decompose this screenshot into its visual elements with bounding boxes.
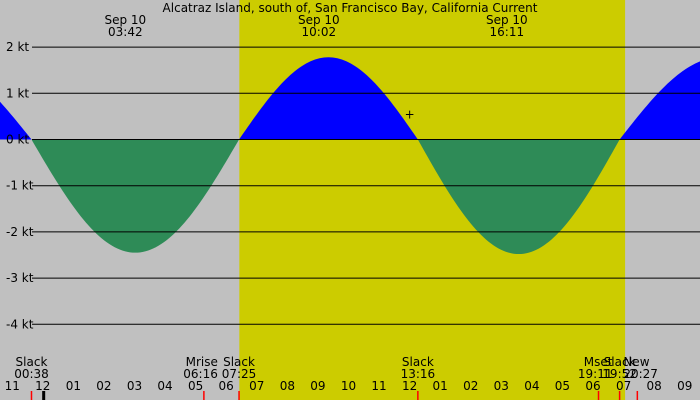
event-time-label: 13:16 [401,367,436,381]
y-tick-label: -2 kt [6,225,34,239]
event-label: Mrise [186,355,218,369]
y-axis: 2 kt 1 kt 0 kt -1 kt -2 kt -3 kt -4 kt [6,40,34,331]
x-hour-label: 01 [66,379,81,393]
x-hour-label: 04 [524,379,539,393]
event-time-label: 06:16 [183,367,218,381]
ebb-lobe-1 [31,139,240,253]
peak-time-label: 10:02 [302,25,337,39]
event-time-label: 00:38 [14,367,49,381]
flood-lobe-0 [0,101,32,140]
x-hour-label: 11 [371,379,386,393]
y-tick-label: -3 kt [6,271,34,285]
peak-time-label: 16:11 [490,25,525,39]
x-hour-label: 07 [616,379,631,393]
event-labels: Slack00:38Mrise06:16Slack07:25Slack13:16… [14,355,658,400]
event-time-label: 07:25 [222,367,257,381]
flood-lobe-2 [239,57,418,140]
midnight-marker [42,391,46,400]
flood-lobe-4 [619,61,700,140]
x-hour-label: 08 [280,379,295,393]
x-hour-label: 03 [127,379,142,393]
current-area-series [0,57,700,255]
event-label: New [623,355,649,369]
y-tick-label: 0 kt [6,132,29,146]
event-time-label: 20:27 [623,367,658,381]
y-tick-label: 2 kt [6,40,29,54]
x-hour-label: 02 [463,379,478,393]
x-hour-label: 01 [433,379,448,393]
event-time-label: 19:11 [578,367,613,381]
chart-title: Alcatraz Island, south of, San Francisco… [163,1,538,15]
x-hour-label: 05 [555,379,570,393]
x-hour-label: 12 [35,379,50,393]
y-tick-label: -1 kt [6,179,34,193]
event-label: Slack [16,355,48,369]
x-hour-label: 05 [188,379,203,393]
y-tick-label: -4 kt [6,317,34,331]
x-hour-label: 11 [5,379,20,393]
peak-date-label: Sep 10 [104,13,146,27]
x-hour-label: 06 [585,379,600,393]
current-position-marker: + [405,108,415,122]
event-time-label: 19:52 [602,367,637,381]
peak-date-label: Sep 10 [298,13,340,27]
x-hour-label: 09 [677,379,692,393]
y-tick-label: 1 kt [6,86,29,100]
x-hour-label: 04 [157,379,172,393]
event-label: Mset [584,355,613,369]
x-hour-label: 09 [310,379,325,393]
x-axis-hours: 11 12 01 02 03 04 05 06 07 08 09 10 11 12 01 02 03 04 05 06… [5,379,692,400]
x-hour-label: 03 [494,379,509,393]
x-hour-label: 07 [249,379,264,393]
y-gridlines: + [32,46,700,325]
peak-time-label: 03:42 [108,25,143,39]
event-label: Slack [402,355,434,369]
event-label: Slack [223,355,255,369]
x-hour-label: 10 [341,379,356,393]
x-hour-label: 08 [647,379,662,393]
x-hour-label: 06 [219,379,234,393]
x-hour-label: 02 [96,379,111,393]
event-label: Slack [604,355,636,369]
peak-date-label: Sep 10 [486,13,528,27]
x-hour-label: 12 [402,379,417,393]
ebb-lobe-3 [417,139,620,255]
